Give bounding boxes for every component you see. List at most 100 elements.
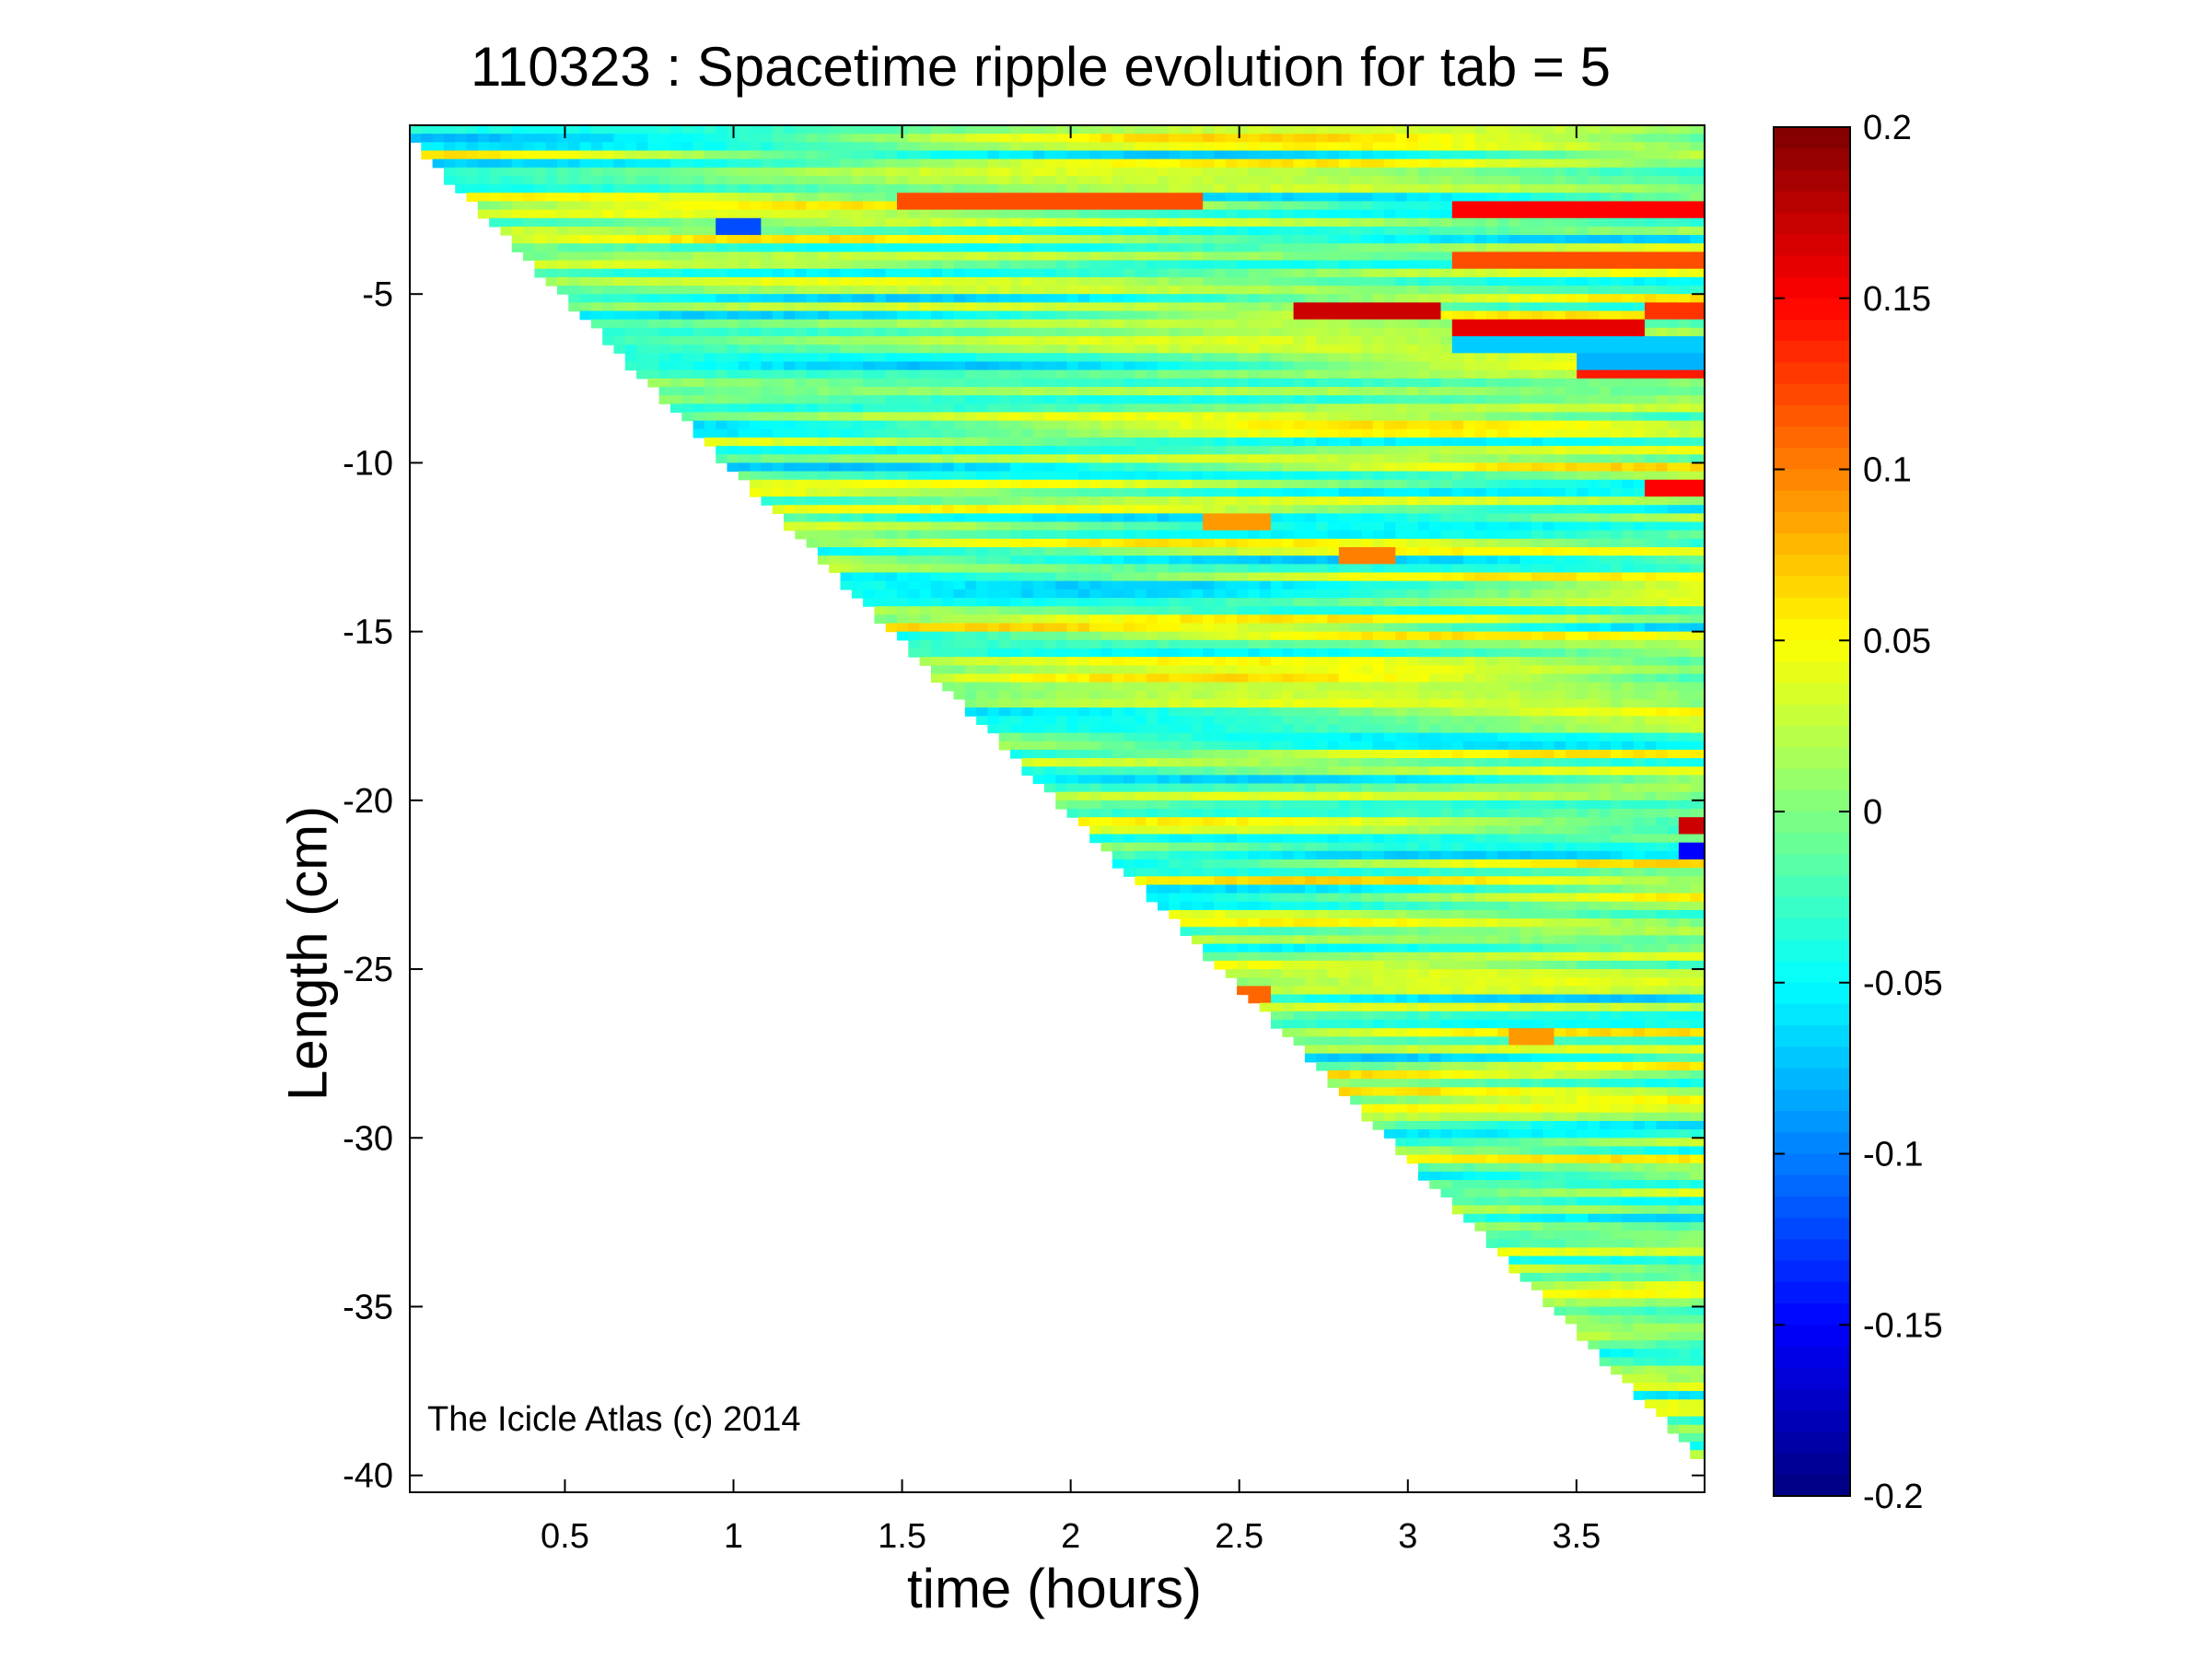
heatmap-cell [1180,842,1193,852]
heatmap-cell [874,361,887,371]
heatmap-cell [1123,260,1135,270]
heatmap-cell [1293,378,1306,388]
heatmap-cell [704,437,716,447]
heatmap-cell [897,260,909,270]
heatmap-cell [1270,901,1283,911]
heatmap-cell [1157,657,1170,666]
heatmap-cell [1112,310,1124,321]
heatmap-cell [1180,547,1193,556]
heatmap-cell [727,251,739,262]
heatmap-cell [1259,783,1272,793]
heatmap-cell [1259,707,1272,717]
heatmap-cell [716,446,728,455]
heatmap-cell [1157,749,1170,759]
heatmap-cell [1282,893,1295,903]
heatmap-cell [1259,353,1272,363]
heatmap-cell [1225,378,1238,388]
heatmap-cell [851,521,864,532]
heatmap-cell [1157,268,1170,278]
heatmap-cell [1270,125,1283,134]
heatmap-cell [953,589,966,599]
heatmap-cell [1225,842,1238,852]
heatmap-cell [885,555,898,565]
heatmap-cell [942,564,955,574]
heatmap-cell [647,260,660,270]
heatmap-cell [772,260,785,270]
heatmap-cell [1055,361,1068,371]
heatmap-cell [1203,361,1216,371]
heatmap-cell [1270,268,1283,278]
heatmap-cell [829,471,842,481]
heatmap-cell [998,555,1011,565]
heatmap-cell [1032,158,1045,169]
heatmap-cell [1157,648,1170,658]
heatmap-cell [1055,572,1068,582]
heatmap-cell [1350,817,1363,826]
heatmap-cell [1123,505,1135,514]
heatmap-cell [806,513,819,523]
heatmap-cell [1180,800,1193,810]
heatmap-cell [761,420,774,430]
heatmap-cell [1100,437,1113,447]
heatmap-cell [919,361,932,371]
heatmap-cell [511,193,524,203]
heatmap-cell [647,369,660,380]
heatmap-cell [1112,327,1124,337]
heatmap-cell [704,260,716,270]
heatmap-cell [998,260,1011,270]
heatmap-cell [1248,614,1261,625]
heatmap-cell [1112,698,1124,708]
heatmap-cell [1225,809,1238,818]
heatmap-cell [1338,134,1351,143]
heatmap-cell [1169,513,1182,523]
heatmap-cell [817,513,830,523]
heatmap-cell [1010,530,1022,540]
heatmap-cell [772,310,785,321]
heatmap-cell [897,580,909,590]
heatmap-cell [1100,158,1113,169]
heatmap-cell [1316,226,1329,236]
heatmap-cell [545,217,558,228]
heatmap-cell [1350,623,1363,633]
heatmap-cell [964,614,977,625]
heatmap-cell [1123,682,1135,692]
heatmap-cell [1191,775,1204,785]
heatmap-cell [1338,580,1351,590]
heatmap-cell [783,276,796,286]
heatmap-cell [647,167,660,177]
heatmap-cell [1169,606,1182,615]
heatmap-cell [1237,682,1249,692]
heatmap-cell [579,142,592,152]
heatmap-cell [1293,125,1306,134]
heatmap-cell [1157,505,1170,514]
heatmap-cell [772,395,785,404]
heatmap-cell [851,226,864,236]
heatmap-cell [1123,673,1135,683]
heatmap-cell [1135,268,1147,278]
heatmap-cell [930,378,943,388]
heatmap-cell [681,201,694,211]
heatmap-cell [987,497,1000,506]
heatmap-cell [1112,479,1124,489]
heatmap-cell [851,268,864,278]
heatmap-cell [1112,428,1124,438]
heatmap-cell [863,251,875,262]
heatmap-cell [1077,521,1090,532]
heatmap-cell [669,142,682,152]
heatmap-cell [636,319,648,329]
heatmap-cell [1259,226,1272,236]
heatmap-cell [1112,513,1124,523]
heatmap-cell [908,538,921,548]
heatmap-cell [1327,1053,1340,1063]
heatmap-cell [783,454,796,464]
heatmap-cell [1169,336,1182,345]
heatmap-cell [795,369,808,380]
heatmap-cell [1350,766,1363,776]
heatmap-cell [1237,505,1249,514]
heatmap-cell [1304,724,1317,734]
heatmap-cell [1169,716,1182,725]
heatmap-cell [1157,665,1170,675]
heatmap-cell [568,251,581,262]
heatmap-cell [953,125,966,134]
